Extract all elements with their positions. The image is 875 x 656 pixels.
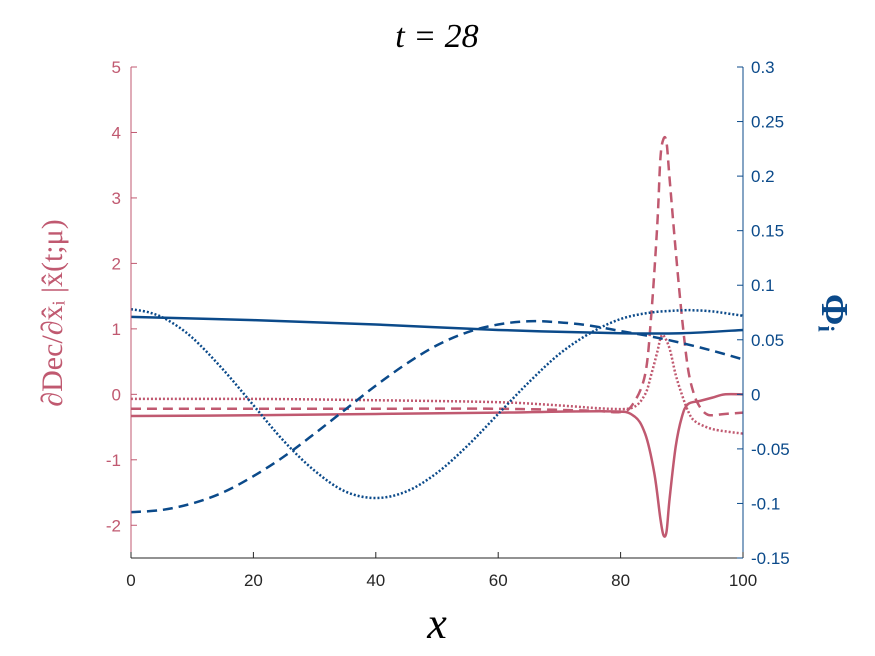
x-tick-label: 0 <box>126 571 135 590</box>
y-left-tick-label: 4 <box>112 123 121 142</box>
x-tick-label: 20 <box>244 571 263 590</box>
chart-title: t = 28 <box>395 18 478 55</box>
series-layer <box>130 135 744 538</box>
axes-layer <box>130 67 744 559</box>
y-right-tick-label: -0.1 <box>751 494 780 513</box>
x-tick-label: 100 <box>729 571 757 590</box>
x-tick-label: 60 <box>489 571 508 590</box>
y-right-tick-label: 0.05 <box>751 331 784 350</box>
y-axis-label-right: Φᵢ <box>813 294 855 333</box>
y-right-tick-label: 0.2 <box>751 167 775 186</box>
series-right-dotted-line <box>130 307 744 500</box>
y-right-tick-label: 0.25 <box>751 113 784 132</box>
y-left-tick-label: -1 <box>106 451 121 470</box>
y-right-tick-label: -0.15 <box>751 549 790 568</box>
series-right-dashed-line <box>130 319 744 514</box>
y-left-tick-label: 5 <box>112 58 121 77</box>
series-left-solid-line <box>130 392 744 538</box>
y-left-tick-label: 0 <box>112 385 121 404</box>
y-left-tick-label: 2 <box>112 254 121 273</box>
x-axis-label: x <box>426 599 447 648</box>
y-left-tick-label: 1 <box>112 320 121 339</box>
y-left-tick-label: 3 <box>112 189 121 208</box>
y-right-tick-label: 0.15 <box>751 222 784 241</box>
y-right-tick-label: 0 <box>751 385 760 404</box>
series-right-solid-line <box>130 315 744 335</box>
y-right-tick-label: 0.3 <box>751 58 775 77</box>
series-left-dashed-line <box>130 135 744 417</box>
ticks-layer: 0 20 40 60 80 100 -2 -1 0 1 2 3 4 5 -0.15 -0.1 -0.05 0 0.0… <box>106 58 790 590</box>
y-left-tick-label: -2 <box>106 516 121 535</box>
y-right-tick-label: 0.1 <box>751 276 775 295</box>
y-right-tick-label: -0.05 <box>751 440 790 459</box>
x-tick-label: 80 <box>611 571 630 590</box>
series-left-dotted-line <box>130 333 744 435</box>
y-axis-label-left: ∂Dec/∂x̂ᵢ |x̂(t;μ) <box>36 219 69 406</box>
x-tick-label: 40 <box>366 571 385 590</box>
